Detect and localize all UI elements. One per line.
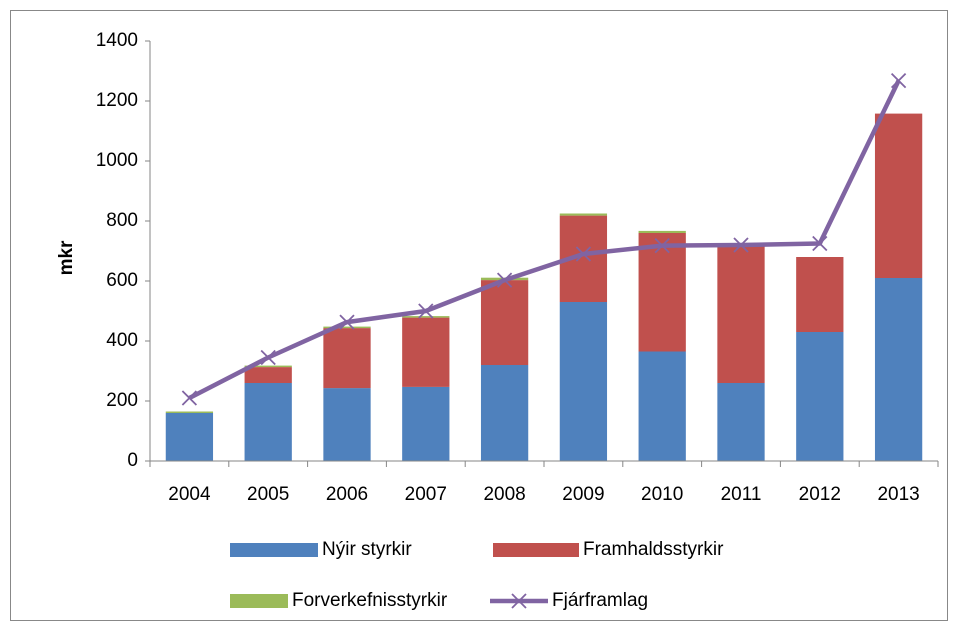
line-marker [890, 72, 907, 89]
bar [244, 367, 292, 383]
bar [874, 278, 923, 461]
y-tick-label: 800 [106, 210, 138, 231]
legend-swatch [493, 543, 579, 557]
bar [480, 365, 529, 461]
y-tick-label: 1200 [96, 90, 138, 111]
bar [323, 328, 371, 389]
bar [402, 386, 450, 461]
bar [244, 383, 292, 461]
legend-swatch [230, 594, 288, 608]
bar [165, 413, 214, 461]
x-tick-label: 2012 [799, 484, 841, 505]
bar [559, 302, 608, 461]
x-tick-label: 2004 [168, 484, 211, 505]
line-marker [654, 237, 670, 254]
line-marker [496, 272, 513, 288]
bar [402, 316, 450, 318]
bar [323, 388, 371, 461]
x-tick-label: 2013 [877, 484, 919, 505]
y-tick-label: 200 [106, 390, 138, 411]
legend-label: Forverkefnisstyrkir [292, 590, 448, 611]
line-marker [181, 390, 198, 406]
x-tick-label: 2007 [405, 484, 447, 505]
bar [480, 280, 529, 365]
y-tick-label: 1000 [96, 150, 138, 171]
line-marker [260, 349, 276, 366]
legend-label: Fjárframlag [552, 590, 648, 611]
x-tick-label: 2006 [326, 484, 368, 505]
bar [165, 411, 214, 413]
y-tick-label: 400 [106, 330, 138, 351]
x-tick-label: 2005 [247, 484, 289, 505]
bar [402, 317, 450, 387]
legend-swatch [230, 543, 318, 557]
y-axis-label: mkr [56, 240, 77, 275]
bar [874, 113, 923, 278]
x-tick-label: 2011 [721, 484, 762, 505]
y-tick-label: 600 [106, 270, 138, 291]
bar [638, 230, 686, 233]
bar [559, 213, 608, 216]
bar [244, 365, 292, 368]
x-tick-label: 2010 [641, 484, 683, 505]
line-marker [418, 303, 434, 319]
legend-label: Nýir styrkir [322, 539, 412, 560]
bar [638, 351, 686, 461]
y-tick-label: 1400 [96, 30, 138, 51]
line [188, 79, 901, 401]
bar [638, 233, 686, 352]
x-tick-label: 2009 [562, 484, 604, 505]
legend-label: Framhaldsstyrkir [583, 539, 724, 560]
bar [796, 257, 844, 332]
bar [323, 326, 371, 329]
bar [717, 245, 765, 383]
line-marker [733, 237, 749, 253]
y-tick-label: 0 [127, 450, 138, 471]
chart-border [10, 10, 948, 621]
line-marker [511, 593, 527, 609]
line-marker [812, 235, 828, 252]
x-tick-label: 2008 [483, 484, 525, 505]
bar [796, 332, 844, 461]
line-marker [575, 246, 592, 262]
line-marker [339, 314, 355, 330]
bar [717, 383, 765, 461]
